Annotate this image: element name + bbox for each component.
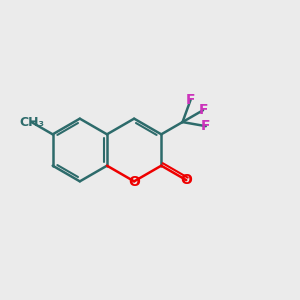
Text: F: F	[198, 103, 208, 117]
Text: F: F	[186, 93, 195, 107]
Text: F: F	[201, 119, 211, 133]
Text: O: O	[180, 173, 192, 187]
Text: O: O	[128, 175, 140, 189]
Text: CH₃: CH₃	[19, 116, 44, 129]
